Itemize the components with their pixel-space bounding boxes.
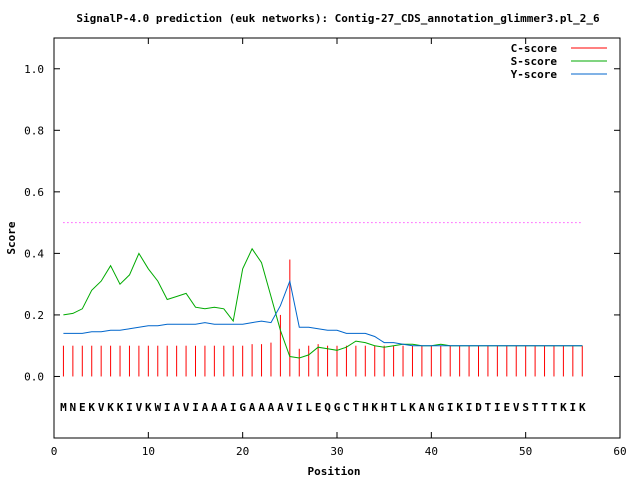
x-tick-label: 60 — [613, 445, 626, 458]
sequence-residue: A — [249, 401, 256, 414]
x-tick-label: 0 — [51, 445, 58, 458]
sequence-residue: K — [409, 401, 416, 414]
sequence-residue: E — [79, 401, 86, 414]
sequence-residue: L — [305, 401, 312, 414]
y-tick-label: 0.2 — [24, 309, 44, 322]
s-score-line — [63, 247, 583, 359]
sequence-residue: K — [117, 401, 124, 414]
legend-label-y-score: Y-score — [511, 68, 558, 81]
sequence-residue: V — [183, 401, 190, 414]
sequence-residue: A — [268, 401, 275, 414]
legend-label-c-score: C-score — [511, 42, 558, 55]
sequence-residue: I — [192, 401, 199, 414]
sequence-residue: D — [475, 401, 482, 414]
x-tick-label: 50 — [519, 445, 532, 458]
sequence-residue: A — [220, 401, 227, 414]
plot-frame — [53, 37, 621, 439]
y-tick-label: 0.6 — [24, 186, 44, 199]
sequence-residue: K — [456, 401, 463, 414]
y-tick-label: 1.0 — [24, 63, 44, 76]
sequence-residue: T — [541, 401, 548, 414]
sequence-residue: I — [230, 401, 237, 414]
sequence-residue: A — [258, 401, 265, 414]
sequence-residue: V — [136, 401, 143, 414]
sequence-residue: M — [60, 401, 67, 414]
sequence-residue: T — [390, 401, 397, 414]
sequence-residue: I — [164, 401, 171, 414]
x-tick-label: 30 — [330, 445, 343, 458]
sequence-residue: H — [362, 401, 369, 414]
sequence-residue: T — [485, 401, 492, 414]
sequence-residue: S — [522, 401, 529, 414]
sequence-residue: G — [437, 401, 444, 414]
sequence-residue: C — [343, 401, 350, 414]
sequence-residue: I — [494, 401, 501, 414]
sequence-residue: V — [287, 401, 294, 414]
sequence-residue: A — [202, 401, 209, 414]
y-score-line — [63, 279, 583, 347]
sequence-residue: V — [98, 401, 105, 414]
sequence-residue: I — [296, 401, 303, 414]
sequence-residue: E — [315, 401, 322, 414]
x-tick-label: 20 — [236, 445, 249, 458]
sequence-residue: T — [551, 401, 558, 414]
sequence-residue: K — [371, 401, 378, 414]
x-tick-label: 40 — [425, 445, 438, 458]
sequence-residue: E — [503, 401, 510, 414]
y-tick-label: 0.8 — [24, 124, 44, 137]
sequence-residue: K — [145, 401, 152, 414]
sequence-residue: N — [70, 401, 77, 414]
sequence-residue: I — [570, 401, 577, 414]
sequence-residue: A — [211, 401, 218, 414]
chart-title: SignalP-4.0 prediction (euk networks): C… — [76, 12, 600, 25]
sequence-residue: K — [560, 401, 567, 414]
sequence-residue: G — [334, 401, 341, 414]
sequence-residue: G — [239, 401, 246, 414]
y-tick-label: 0.4 — [24, 247, 44, 260]
sequence-residue: K — [88, 401, 95, 414]
sequence-residue: Q — [324, 401, 331, 414]
sequence-residue: I — [466, 401, 473, 414]
sequence-residue: A — [419, 401, 426, 414]
sequence-residue: A — [277, 401, 284, 414]
sequence-residue: K — [579, 401, 586, 414]
sequence-residue: I — [447, 401, 454, 414]
sequence-residue: I — [126, 401, 133, 414]
axes: 0 10 20 30 40 50 60 0.0 0.2 0.4 0.6 0.8 1.0 — [24, 38, 627, 458]
sequence-residue: A — [173, 401, 180, 414]
sequence-residue: H — [381, 401, 388, 414]
sequence-residue: N — [428, 401, 435, 414]
sequence-residue: V — [513, 401, 520, 414]
y-axis-label: Score — [5, 221, 18, 254]
sequence-residue: W — [154, 401, 161, 414]
x-tick-label: 10 — [142, 445, 155, 458]
x-axis-label: Position — [308, 465, 361, 478]
y-tick-label: 0.0 — [24, 370, 44, 383]
sequence-residue: K — [107, 401, 114, 414]
sequence-residue: T — [532, 401, 539, 414]
sequence-residue: T — [353, 401, 360, 414]
sequence-residue: L — [400, 401, 407, 414]
legend-label-s-score: S-score — [511, 55, 558, 68]
